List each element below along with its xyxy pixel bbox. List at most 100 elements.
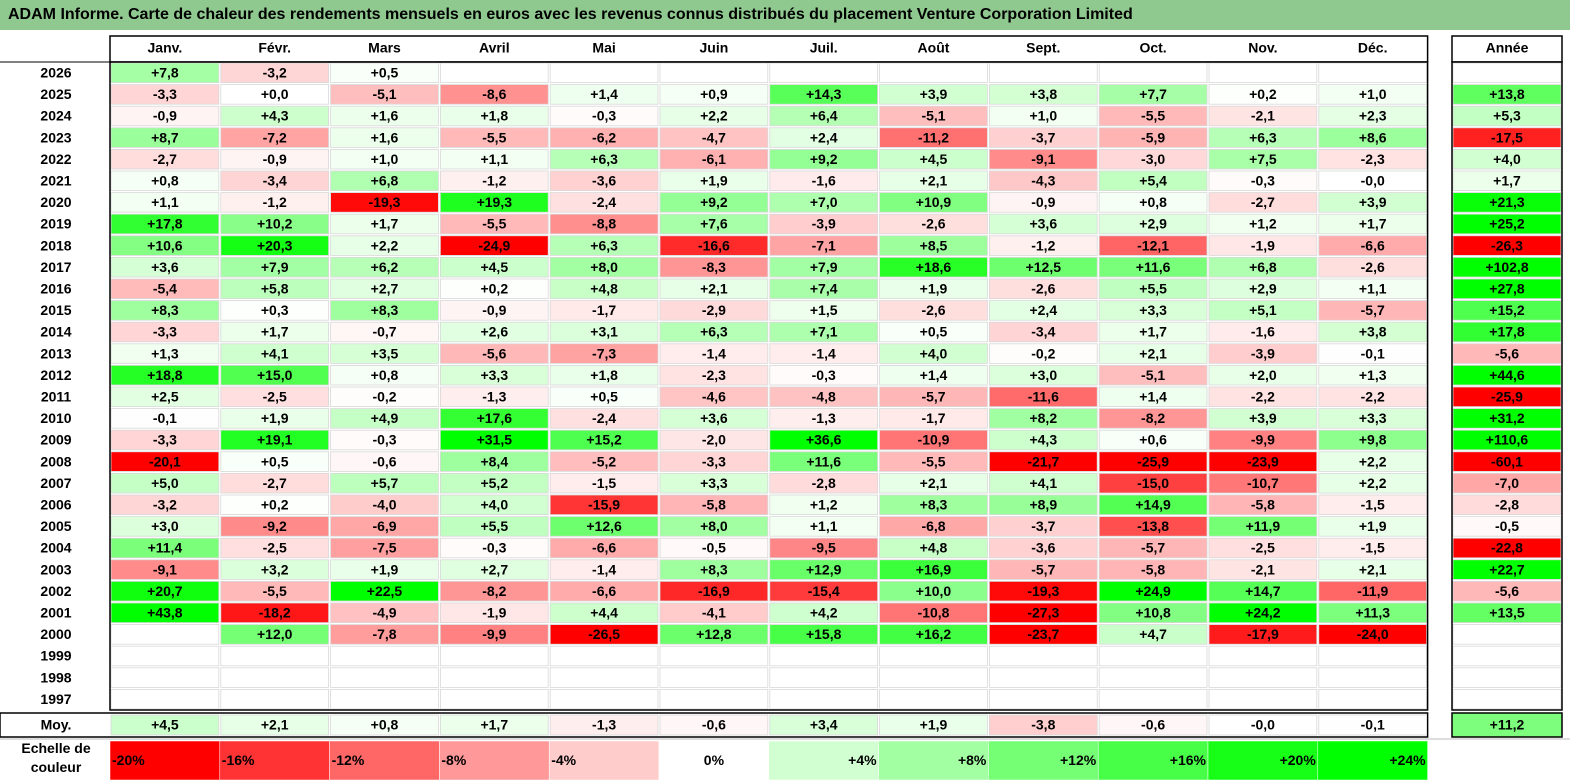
heatmap-cell xyxy=(879,667,988,688)
cell-value: -19,3 xyxy=(369,194,401,210)
cell-value: -0,3 xyxy=(372,432,396,448)
heatmap-cell xyxy=(330,105,439,127)
heatmap-cell xyxy=(879,408,988,429)
cell-value: +12,0 xyxy=(257,626,293,642)
year-label: 2011 xyxy=(41,389,72,405)
heatmap-cell xyxy=(769,170,878,192)
heatmap-cell xyxy=(1208,170,1318,192)
heatmap-cell xyxy=(439,429,549,451)
heatmap-cell xyxy=(989,386,1098,408)
heatmap-cell xyxy=(330,300,439,321)
heatmap-cell xyxy=(1098,235,1208,256)
heatmap-cell xyxy=(220,559,330,580)
heatmap-cell xyxy=(1208,343,1318,364)
heatmap-cell xyxy=(1318,192,1428,213)
cell-value: -2,7 xyxy=(263,475,287,491)
heatmap-cell xyxy=(769,321,878,343)
heatmap-cell xyxy=(110,472,220,494)
cell-value: +2,0 xyxy=(1249,367,1277,383)
heatmap-cell xyxy=(1318,537,1428,559)
heatmap-cell xyxy=(1208,494,1318,516)
heatmap-cell xyxy=(659,192,769,213)
heatmap-cell xyxy=(110,148,220,170)
scale-swatch xyxy=(109,740,221,781)
year-total-cell xyxy=(1452,602,1562,624)
heatmap-cell xyxy=(1208,127,1318,148)
cell-value: -0,1 xyxy=(1361,345,1385,361)
heatmap-cell xyxy=(1318,364,1428,386)
average-value: +2,1 xyxy=(261,717,289,733)
heatmap-cell xyxy=(110,516,220,537)
cell-value: -2,9 xyxy=(702,302,726,318)
year-total-cell xyxy=(1452,624,1562,645)
cell-value: +16,9 xyxy=(916,561,952,577)
heatmap-cell xyxy=(330,581,439,602)
heatmap-cell xyxy=(1208,148,1318,170)
scale-swatch xyxy=(658,740,770,781)
cell-value: +5,4 xyxy=(1139,173,1167,189)
heatmap-cell xyxy=(1318,321,1428,343)
cell-value: +3,1 xyxy=(590,324,618,340)
year-total-value: -5,6 xyxy=(1495,345,1519,361)
cell-value: +3,9 xyxy=(920,86,948,102)
cell-value: +3,6 xyxy=(151,259,179,275)
heatmap-cell xyxy=(1098,62,1208,84)
heatmap-cell xyxy=(1208,645,1318,667)
cell-value: +1,1 xyxy=(480,151,508,167)
cell-value: +1,4 xyxy=(920,367,948,383)
cell-value: +6,3 xyxy=(700,324,728,340)
cell-value: +1,7 xyxy=(261,324,289,340)
heatmap-cell xyxy=(769,494,878,516)
cell-value: -6,2 xyxy=(592,129,616,145)
heatmap-cell xyxy=(989,408,1098,429)
cell-value: -10,7 xyxy=(1247,475,1279,491)
cell-value: +1,0 xyxy=(1029,108,1057,124)
heatmap-cell xyxy=(659,689,769,710)
heatmap-cell xyxy=(659,494,769,516)
heatmap-cell xyxy=(439,364,549,386)
cell-value: -1,4 xyxy=(592,561,616,577)
cell-value: -3,3 xyxy=(153,86,177,102)
year-label: 2022 xyxy=(40,151,71,167)
heatmap-cell xyxy=(1318,62,1428,84)
cell-value: -1,7 xyxy=(592,302,616,318)
cell-value: +4,8 xyxy=(920,540,948,556)
cell-value: +11,9 xyxy=(1246,518,1281,534)
year-label: 2018 xyxy=(40,237,71,253)
cell-value: -5,1 xyxy=(1141,367,1165,383)
heatmap-cell xyxy=(1098,213,1208,235)
year-label: 2007 xyxy=(40,475,71,491)
heatmap-cell xyxy=(1208,386,1318,408)
heatmap-cell xyxy=(1318,624,1428,645)
year-total-value: -22,8 xyxy=(1491,540,1523,556)
heatmap-cell xyxy=(1098,105,1208,127)
heatmap-cell xyxy=(110,213,220,235)
heatmap-cell xyxy=(1098,300,1208,321)
cell-value: +0,8 xyxy=(151,173,179,189)
heatmap-cell xyxy=(989,516,1098,537)
heatmap-cell xyxy=(1098,148,1208,170)
year-total-value: +21,3 xyxy=(1489,194,1525,210)
average-cell xyxy=(330,714,439,736)
heatmap-cell xyxy=(659,235,769,256)
year-total-cell xyxy=(1452,494,1562,516)
cell-value: -5,5 xyxy=(921,453,945,469)
heatmap-cell xyxy=(110,235,220,256)
heatmap-cell xyxy=(879,451,988,472)
year-label: 1999 xyxy=(40,648,71,664)
cell-value: -0,9 xyxy=(482,302,506,318)
heatmap-cell xyxy=(1208,581,1318,602)
year-total-cell xyxy=(1452,516,1562,537)
heatmap-cell xyxy=(1208,408,1318,429)
cell-value: -19,3 xyxy=(1027,583,1059,599)
cell-value: +14,9 xyxy=(1135,497,1171,513)
heatmap-cell xyxy=(330,472,439,494)
heatmap-cell xyxy=(879,256,988,278)
cell-value: +5,8 xyxy=(261,281,289,297)
year-total-value: -25,9 xyxy=(1491,389,1523,405)
cell-value: -2,1 xyxy=(1251,561,1275,577)
year-label: 2020 xyxy=(40,194,71,210)
heatmap-cell xyxy=(1318,516,1428,537)
cell-value: +2,7 xyxy=(371,281,399,297)
scale-swatch xyxy=(548,740,660,781)
